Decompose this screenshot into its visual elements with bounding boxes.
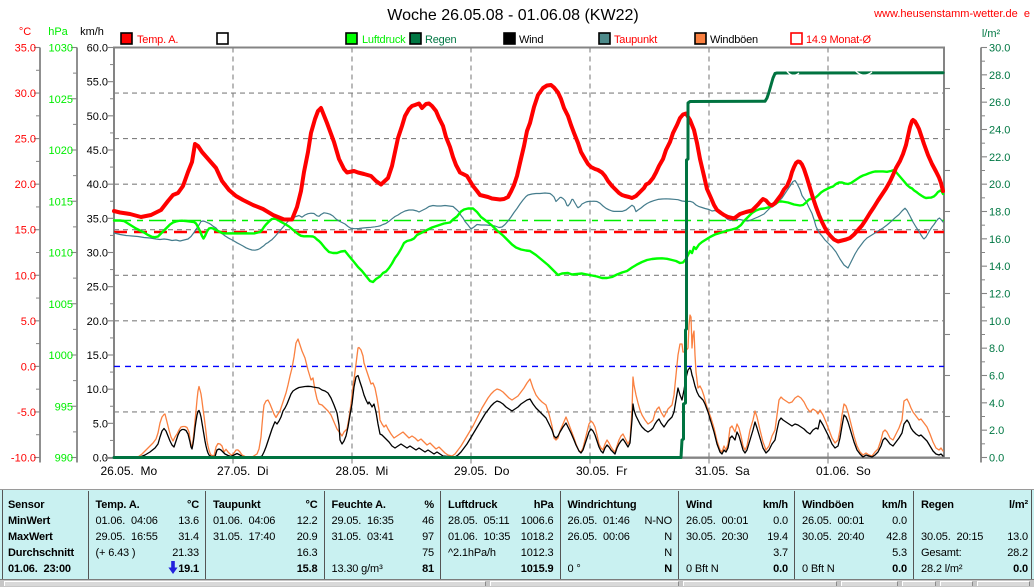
svg-text:24.0: 24.0 xyxy=(989,125,1010,137)
svg-text:31.05. Sa: 31.05. Sa xyxy=(695,464,750,478)
svg-text:10.0: 10.0 xyxy=(87,384,108,396)
svg-text:0.0: 0.0 xyxy=(989,453,1004,465)
svg-text:25.0: 25.0 xyxy=(15,134,36,146)
svg-text:15.0: 15.0 xyxy=(15,225,36,237)
svg-text:Woche 26.05.08 - 01.06.08 (KW2: Woche 26.05.08 - 01.06.08 (KW22) xyxy=(387,7,638,24)
svg-text:30.0: 30.0 xyxy=(15,88,36,100)
svg-text:1010: 1010 xyxy=(49,248,73,260)
svg-text:°C: °C xyxy=(19,26,31,38)
svg-text:45.0: 45.0 xyxy=(87,145,108,157)
svg-text:40.0: 40.0 xyxy=(87,179,108,191)
svg-text:10.0: 10.0 xyxy=(15,270,36,282)
svg-text:30.0: 30.0 xyxy=(87,248,108,260)
svg-text:0.0: 0.0 xyxy=(21,361,36,373)
svg-text:20.0: 20.0 xyxy=(87,316,108,328)
svg-text:16.0: 16.0 xyxy=(989,234,1010,246)
svg-text:30.05. Fr: 30.05. Fr xyxy=(576,464,627,478)
svg-text:Taupunkt: Taupunkt xyxy=(614,34,657,46)
svg-text:01.06. So: 01.06. So xyxy=(816,464,871,478)
svg-text:0.0: 0.0 xyxy=(93,453,108,465)
svg-text:22.0: 22.0 xyxy=(989,152,1010,164)
svg-text:29.05. Do: 29.05. Do xyxy=(454,464,510,478)
svg-text:1030: 1030 xyxy=(49,43,73,55)
svg-text:1015: 1015 xyxy=(49,196,73,208)
svg-text:35.0: 35.0 xyxy=(15,43,36,55)
svg-text:8.0: 8.0 xyxy=(989,343,1004,355)
svg-text:26.0: 26.0 xyxy=(989,97,1010,109)
svg-text:5.0: 5.0 xyxy=(93,418,108,430)
svg-text:26.05. Mo: 26.05. Mo xyxy=(101,464,158,478)
svg-text:995: 995 xyxy=(55,401,73,413)
svg-text:30.0: 30.0 xyxy=(989,43,1010,55)
svg-text:18.0: 18.0 xyxy=(989,207,1010,219)
svg-text:28.0: 28.0 xyxy=(989,70,1010,82)
svg-text:50.0: 50.0 xyxy=(87,111,108,123)
svg-text:27.05. Di: 27.05. Di xyxy=(217,464,268,478)
svg-text:60.0: 60.0 xyxy=(87,43,108,55)
svg-text:14.9 Monat-Ø: 14.9 Monat-Ø xyxy=(806,34,872,46)
svg-text:25.0: 25.0 xyxy=(87,282,108,294)
svg-text:Regen: Regen xyxy=(425,34,456,46)
svg-text:55.0: 55.0 xyxy=(87,77,108,89)
svg-text:l/m²: l/m² xyxy=(982,28,1001,40)
svg-text:14.0: 14.0 xyxy=(989,261,1010,273)
svg-text:12.0: 12.0 xyxy=(989,289,1010,301)
svg-text:35.0: 35.0 xyxy=(87,213,108,225)
svg-text:hPa: hPa xyxy=(48,26,68,38)
svg-text:1000: 1000 xyxy=(49,350,73,362)
svg-text:Wind: Wind xyxy=(519,34,543,46)
svg-text:10.0: 10.0 xyxy=(989,316,1010,328)
svg-text:km/h: km/h xyxy=(80,26,104,38)
svg-text:Temp. A.: Temp. A. xyxy=(137,34,178,46)
svg-text:www.heusenstamm-wetter.de e: www.heusenstamm-wetter.de e xyxy=(873,8,1030,20)
svg-text:28.05. Mi: 28.05. Mi xyxy=(336,464,389,478)
svg-text:6.0: 6.0 xyxy=(989,371,1004,383)
svg-text:1025: 1025 xyxy=(49,94,73,106)
svg-text:2.0: 2.0 xyxy=(989,425,1004,437)
svg-text:Windböen: Windböen xyxy=(710,34,758,46)
svg-text:Luftdruck: Luftdruck xyxy=(362,34,406,46)
svg-text:15.0: 15.0 xyxy=(87,350,108,362)
svg-text:1020: 1020 xyxy=(49,145,73,157)
svg-text:990: 990 xyxy=(55,453,73,465)
svg-text:-10.0: -10.0 xyxy=(11,453,36,465)
svg-text:1005: 1005 xyxy=(49,299,73,311)
svg-text:4.0: 4.0 xyxy=(989,398,1004,410)
svg-text:20.0: 20.0 xyxy=(989,179,1010,191)
svg-text:5.0: 5.0 xyxy=(21,316,36,328)
svg-text:-5.0: -5.0 xyxy=(17,407,36,419)
svg-text:20.0: 20.0 xyxy=(15,179,36,191)
